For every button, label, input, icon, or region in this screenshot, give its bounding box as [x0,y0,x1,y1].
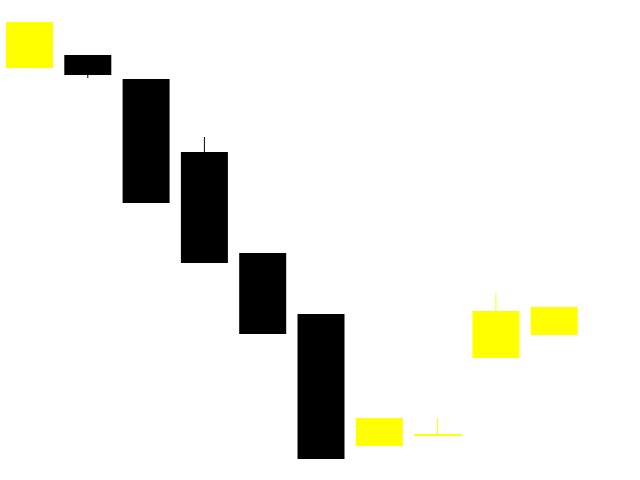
candle-body-4 [180,152,228,263]
candle-body-10 [530,307,578,335]
candle-body-9 [472,311,520,358]
candle-body-2 [64,55,112,75]
candle-body-8 [414,434,462,436]
candle-body-7 [355,418,403,446]
candle-body-5 [239,253,287,334]
candles-group [6,22,578,459]
candle-body-1 [6,22,53,68]
candle-body-6 [297,314,345,459]
candle-body-3 [122,79,170,203]
